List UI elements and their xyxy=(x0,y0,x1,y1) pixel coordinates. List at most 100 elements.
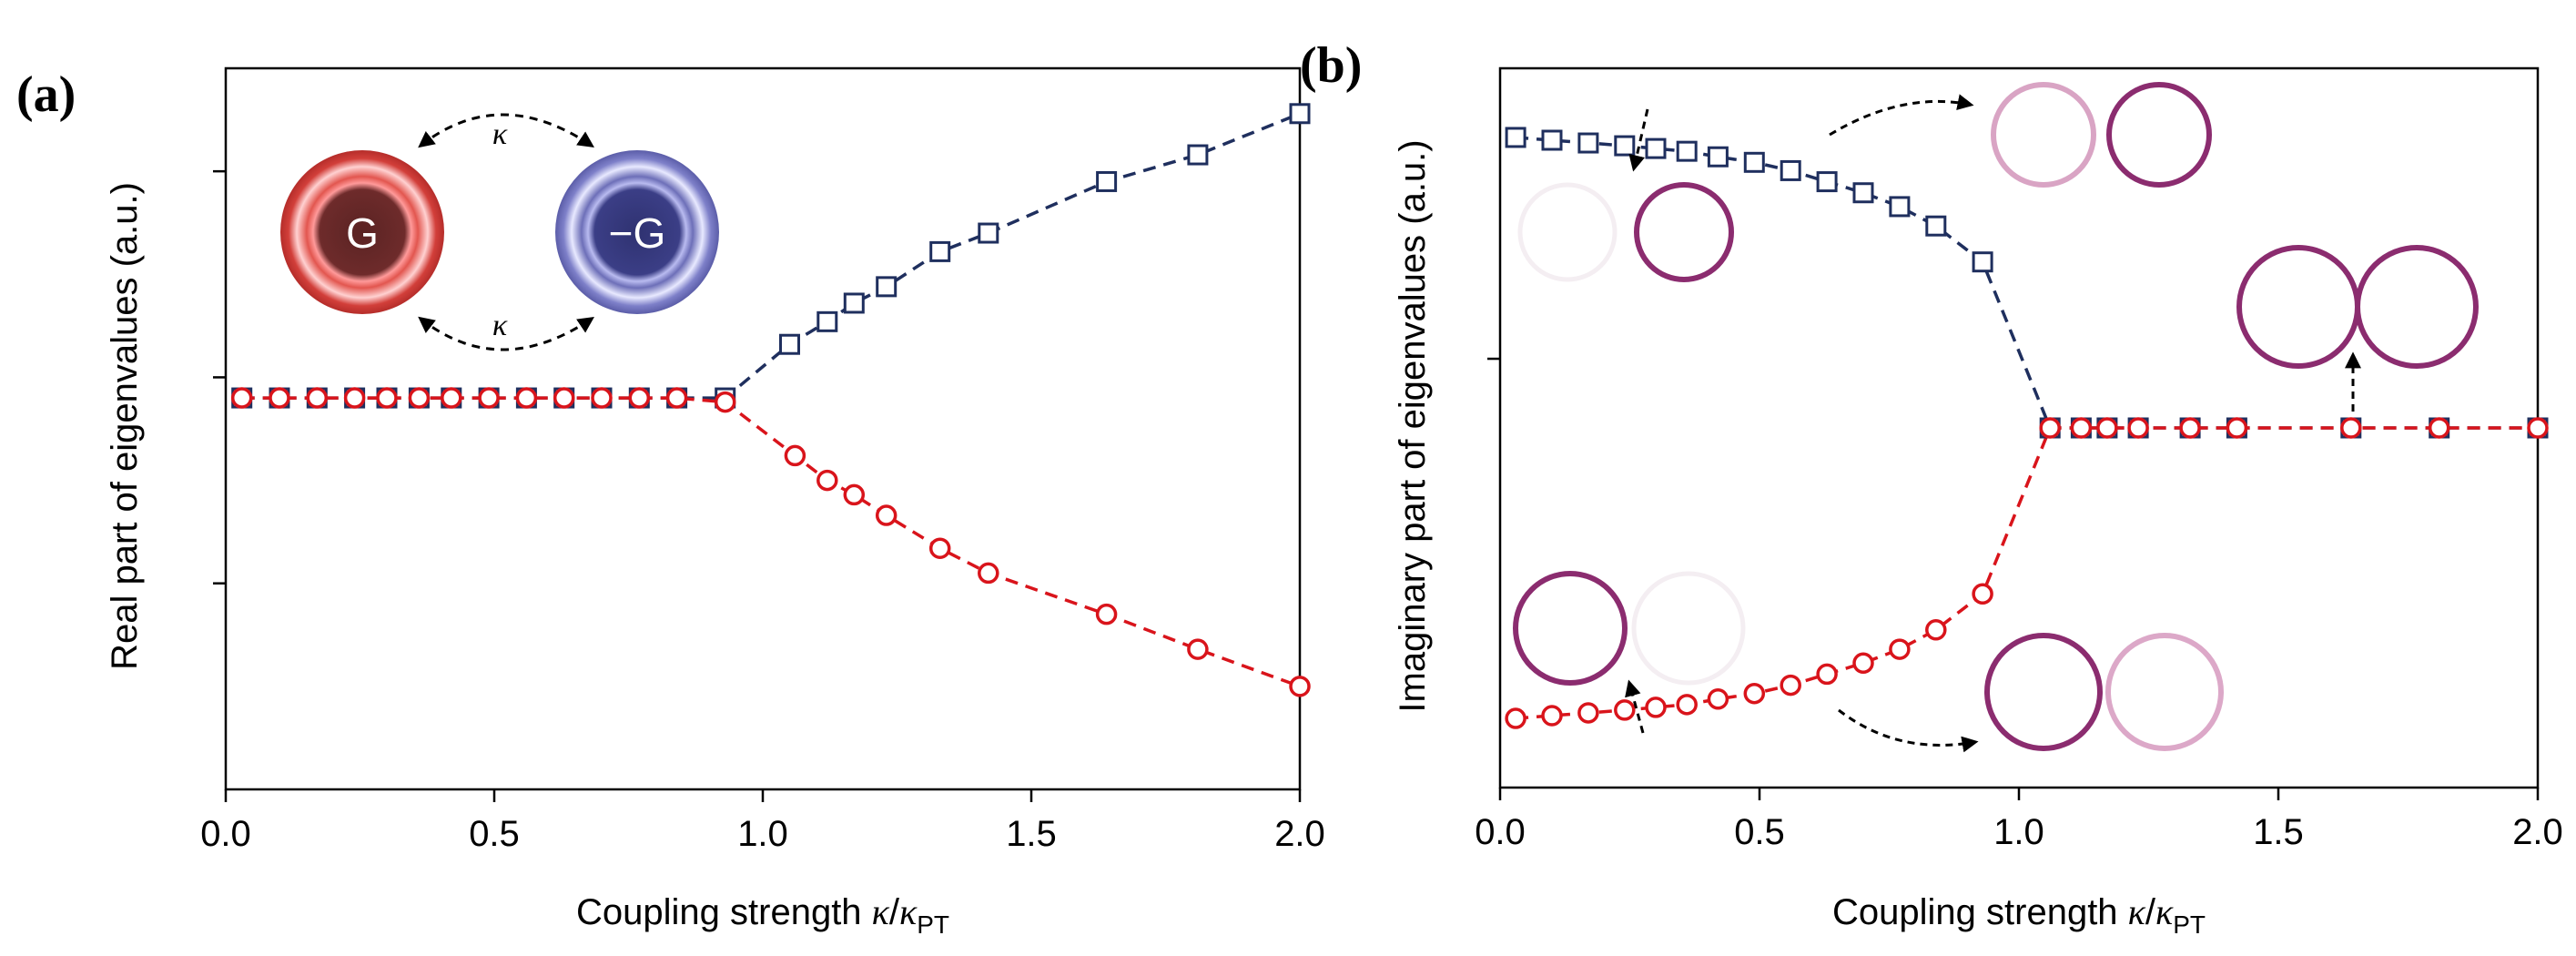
data-point-circle xyxy=(230,387,253,409)
data-point-circle xyxy=(875,504,898,526)
panel-b-label: (b) xyxy=(1300,37,1362,94)
data-point-square xyxy=(1541,129,1563,151)
data-point-circle xyxy=(2226,417,2248,439)
inset-broken-phase xyxy=(2236,245,2479,412)
panel-a-label: (a) xyxy=(16,66,76,123)
data-point-square xyxy=(1505,127,1526,148)
panel-b-ticks xyxy=(1487,357,2540,800)
data-point-circle xyxy=(928,537,951,559)
x-tick-label: 0.0 xyxy=(200,814,251,854)
x-tick-label: 0.5 xyxy=(1734,812,1785,852)
loss-ring-label: −G xyxy=(609,209,666,257)
coupling-arrow-top xyxy=(418,113,594,148)
data-point-square xyxy=(1780,159,1801,181)
data-point-circle xyxy=(408,387,431,409)
data-point-square xyxy=(1743,151,1765,173)
data-point-circle xyxy=(1780,674,1801,697)
panel-a-fit-curves xyxy=(241,112,1301,688)
data-point-square xyxy=(1972,251,1993,273)
inset-mode2-mid-coupling xyxy=(1838,633,2224,753)
data-point-square xyxy=(1187,144,1209,166)
loss-ring xyxy=(555,150,719,314)
x-tick-label: 1.5 xyxy=(2253,812,2304,852)
gain-ring xyxy=(280,150,444,314)
data-point-circle xyxy=(816,469,838,492)
panel-a-xtick-labels: 0.0 0.5 1.0 1.5 2.0 xyxy=(200,814,1325,854)
data-point-circle xyxy=(591,387,613,409)
panel-a: (a) 0.0 0.5 1.0 1.5 2.0 Coupling strength κ/… xyxy=(16,66,1325,939)
data-point-circle xyxy=(714,391,736,413)
data-point-circle xyxy=(2127,417,2149,439)
data-point-circle xyxy=(628,387,651,409)
data-point-square xyxy=(1577,132,1599,154)
data-point-circle xyxy=(2096,417,2118,439)
data-point-square xyxy=(1816,171,1838,193)
data-point-square xyxy=(1096,170,1118,192)
data-point-circle xyxy=(2039,417,2061,439)
data-point-circle xyxy=(1577,702,1599,724)
data-point-circle xyxy=(1852,652,1874,675)
data-point-circle xyxy=(553,387,575,409)
inset-mode1-mid-coupling xyxy=(1829,82,2212,188)
inset-arrow xyxy=(1829,94,1974,137)
fit-curve-mode-2 xyxy=(1515,426,2538,720)
data-point-circle xyxy=(1645,697,1667,718)
ring-bright xyxy=(1634,182,1734,282)
x-tick-label: 0.0 xyxy=(1475,812,1526,852)
inset-arrow xyxy=(1625,679,1645,734)
panel-b-ylabel: Imaginary part of eigenvalues (a.u.) xyxy=(1393,139,1433,712)
ring-bright xyxy=(2106,82,2212,188)
x-tick-label: 1.5 xyxy=(1006,814,1057,854)
data-point-circle xyxy=(1743,682,1766,705)
x-tick-label: 1.0 xyxy=(1993,812,2044,852)
inset-arrow xyxy=(1838,708,1979,753)
ring-right xyxy=(2355,245,2479,369)
data-point-square xyxy=(1889,196,1911,218)
inset-arrow xyxy=(1628,108,1649,172)
data-point-circle xyxy=(665,387,688,409)
panel-b-fit-curves xyxy=(1515,136,2538,720)
panel-a-xlabel: Coupling strength κ/κPT xyxy=(576,891,949,939)
data-point-square xyxy=(1645,137,1667,159)
data-point-circle xyxy=(1505,707,1526,729)
x-tick-label: 2.0 xyxy=(1274,814,1325,854)
coupling-label-bottom: κ xyxy=(492,309,508,342)
data-point-circle xyxy=(478,387,500,409)
data-point-circle xyxy=(978,562,999,585)
data-point-circle xyxy=(843,483,866,506)
coupling-label-top: κ xyxy=(492,117,508,151)
data-point-square xyxy=(816,310,838,332)
data-point-circle xyxy=(1972,583,1993,605)
panel-a-ticks xyxy=(213,169,1302,802)
data-point-square xyxy=(978,222,999,244)
data-point-circle xyxy=(376,387,398,409)
data-point-circle xyxy=(1289,676,1311,697)
data-point-circle xyxy=(1925,619,1947,641)
inset-mode2-low-coupling xyxy=(1513,571,1746,734)
data-point-square xyxy=(876,276,898,298)
data-point-circle xyxy=(2179,417,2201,439)
data-point-square xyxy=(1676,140,1698,162)
data-point-square xyxy=(1852,182,1874,204)
panel-b-xtick-labels: 0.0 0.5 1.0 1.5 2.0 xyxy=(1475,812,2563,852)
ring-faint xyxy=(1517,182,1618,282)
data-point-circle xyxy=(306,387,329,409)
data-point-square xyxy=(929,240,951,262)
panel-b-mode-insets xyxy=(1513,82,2479,753)
panel-b-data-points xyxy=(1505,127,2549,729)
data-point-circle xyxy=(2428,417,2450,439)
data-point-circle xyxy=(2070,417,2093,439)
ring-faint xyxy=(1631,571,1746,686)
data-point-circle xyxy=(1889,638,1911,660)
data-point-circle xyxy=(343,387,366,409)
data-point-circle xyxy=(2340,417,2362,439)
data-point-circle xyxy=(269,387,290,409)
panel-a-inset: G −G κ κ xyxy=(280,113,719,351)
panel-b: (b) 0.0 0.5 1.0 1.5 2.0 Coupling strength κ/… xyxy=(1300,37,2563,939)
ring-light xyxy=(1991,82,2096,188)
data-point-square xyxy=(1614,135,1636,157)
x-tick-label: 2.0 xyxy=(2512,812,2563,852)
ring-left xyxy=(2236,245,2360,369)
panel-b-xlabel: Coupling strength κ/κPT xyxy=(1832,891,2206,939)
